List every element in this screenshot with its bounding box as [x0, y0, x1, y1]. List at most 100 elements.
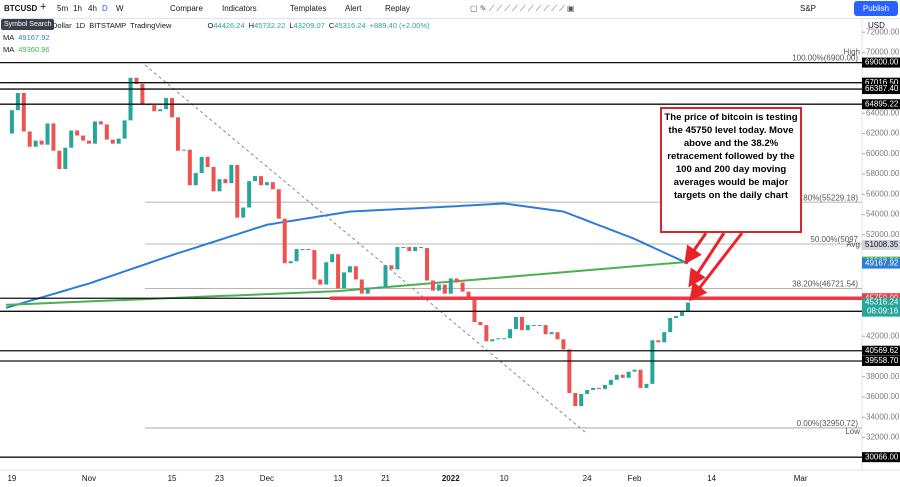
ma-value: 49167.92	[18, 33, 50, 42]
candle	[608, 379, 613, 385]
candle	[253, 176, 258, 182]
arrow	[684, 232, 708, 265]
price-label: 51008.35	[865, 240, 899, 249]
candle	[454, 278, 459, 283]
fib-label: 38.20%(46721.54)	[792, 279, 858, 288]
price-label: 49360.96	[865, 257, 899, 266]
ohlc-key: L	[289, 21, 294, 30]
candle	[27, 131, 32, 147]
ohlc-value: 45316.24	[334, 21, 366, 30]
candle	[116, 138, 121, 144]
candle	[312, 250, 317, 280]
candle	[63, 147, 68, 170]
candle	[383, 265, 388, 287]
candle	[662, 332, 667, 343]
candle	[81, 135, 86, 141]
candle	[199, 156, 204, 174]
interval[interactable]: 4h	[88, 4, 97, 13]
candle	[543, 325, 548, 335]
candle	[211, 166, 216, 192]
add-icon[interactable]: +	[40, 1, 47, 13]
candle	[377, 286, 382, 289]
candle	[92, 121, 97, 144]
candle	[170, 98, 175, 118]
interval[interactable]: 5m	[57, 4, 69, 13]
countdown: 08:09:16	[867, 307, 899, 316]
candle	[442, 284, 447, 294]
button[interactable]: Indicators	[222, 4, 257, 13]
candle	[573, 392, 578, 407]
x-tick-label: 23	[215, 474, 224, 483]
ma-value: 49360.96	[18, 45, 50, 54]
button[interactable]: Compare	[170, 4, 203, 13]
candle	[134, 77, 139, 84]
candle	[288, 261, 293, 264]
candle	[282, 218, 287, 264]
y-tick-label: 64000.00	[866, 108, 900, 117]
candle	[685, 302, 690, 312]
ohlc: O44426.24 H45732.22 L43209.07 C45316.24 +889…	[208, 21, 434, 30]
candle	[128, 77, 133, 121]
y-tick-label: 56000.00	[866, 189, 900, 198]
price-box	[862, 239, 900, 250]
interval[interactable]: 1h	[73, 4, 82, 13]
x-tick-label: Mar	[794, 474, 808, 483]
candle	[21, 92, 26, 132]
y-tick-label: 34000.00	[866, 412, 900, 421]
fib-label: 61.80%(55229.18)	[792, 193, 858, 202]
draw-tools[interactable]: ▢ ✎ ⟋ ⟋ ⟋ ⟋ ⟋ ⟋ ⟋ ⟋ ⟋ ⟋ ▣	[470, 4, 575, 13]
price-label: 69000.00	[865, 58, 899, 67]
candle	[306, 249, 311, 251]
price-box	[862, 99, 900, 110]
ohlc-key: C	[328, 21, 335, 30]
candle	[294, 249, 299, 262]
title: 1D	[75, 21, 86, 30]
price-label: 45750.00	[865, 293, 899, 302]
index[interactable]: S&P	[800, 4, 817, 13]
button[interactable]: Alert	[345, 4, 362, 13]
candle	[430, 280, 435, 291]
candle	[668, 317, 673, 333]
interval[interactable]: W	[116, 4, 124, 13]
candle	[496, 338, 501, 340]
candle	[175, 117, 180, 151]
candle	[241, 207, 246, 218]
candle	[75, 130, 80, 136]
high-tag: High	[844, 48, 860, 57]
x-tick-label: 2022	[442, 474, 460, 483]
candle	[193, 173, 198, 186]
y-tick-label: 60000.00	[866, 149, 900, 158]
x-tick-label: 21	[381, 474, 390, 483]
x-tick-label: 19	[7, 474, 16, 483]
x-tick-label: 10	[500, 474, 509, 483]
candle	[229, 164, 234, 184]
title: TradingView	[130, 21, 172, 30]
candle	[359, 279, 364, 294]
price-box	[862, 57, 900, 68]
price-label: 30066.00	[865, 452, 899, 461]
interval[interactable]: D	[102, 4, 108, 13]
price-box	[862, 77, 900, 88]
candle	[235, 164, 240, 218]
candle	[561, 339, 566, 350]
candle	[614, 374, 619, 380]
candle	[436, 284, 441, 291]
publish-button[interactable]: Publish	[854, 1, 898, 16]
button[interactable]: Templates	[290, 4, 327, 13]
currency[interactable]: USD	[868, 21, 885, 30]
candle	[347, 266, 352, 273]
low-tag: Low	[845, 427, 860, 436]
candle	[336, 254, 341, 289]
candle	[525, 325, 530, 331]
candle	[104, 124, 109, 140]
candle	[656, 340, 661, 343]
candle	[490, 339, 495, 342]
symbol[interactable]: BTCUSD	[4, 4, 38, 13]
button[interactable]: Replay	[385, 4, 410, 13]
candle	[342, 272, 347, 289]
candle	[620, 374, 625, 378]
candle	[353, 266, 358, 280]
y-tick-label: 54000.00	[866, 210, 900, 219]
candle	[448, 278, 453, 294]
candle	[413, 247, 418, 252]
